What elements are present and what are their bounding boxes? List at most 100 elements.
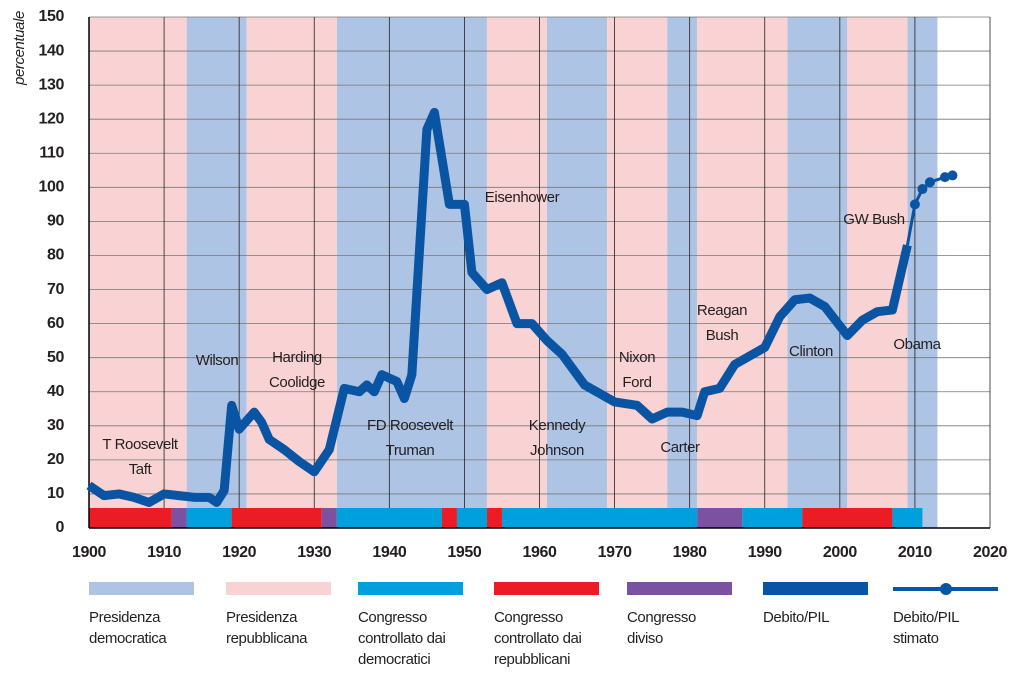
legend-swatch: [226, 582, 331, 595]
presidency-band: [486, 17, 548, 528]
presidency-band: [547, 17, 608, 528]
congress-segment: [321, 508, 337, 528]
legend-label: controllato dai: [494, 630, 581, 647]
president-label: Kennedy: [529, 417, 586, 434]
y-tick-label: 90: [47, 213, 64, 230]
congress-segment: [456, 508, 487, 528]
legend-label: Debito/PIL: [893, 609, 959, 626]
presidency-band: [89, 17, 187, 528]
y-axis-label: percentuale: [11, 11, 28, 86]
x-tick-label: 1970: [598, 544, 632, 561]
x-tick-label: 1940: [372, 544, 406, 561]
y-tick-label: 60: [47, 315, 64, 332]
congress-segment: [231, 508, 322, 528]
congress-segment: [742, 508, 803, 528]
x-tick-label: 1980: [673, 544, 707, 561]
congress-segment: [697, 508, 743, 528]
y-tick-label: 10: [47, 485, 64, 502]
y-tick-label: 40: [47, 383, 64, 400]
x-tick-label: 1990: [748, 544, 782, 561]
presidency-band: [787, 17, 848, 528]
president-label: Nixon: [619, 349, 655, 366]
legend-swatch: [763, 582, 868, 595]
president-label: GW Bush: [843, 211, 904, 228]
legend-swatch: [627, 582, 732, 595]
congress-segment: [171, 508, 187, 528]
x-tick-label: 1950: [447, 544, 481, 561]
president-label: Reagan: [697, 302, 747, 319]
legend-swatch-dot: [940, 583, 952, 595]
president-label: Johnson: [530, 442, 584, 459]
president-label: FD Roosevelt: [367, 417, 454, 434]
congress-segment: [336, 508, 442, 528]
president-label: Carter: [660, 439, 700, 456]
x-tick-label: 2010: [898, 544, 932, 561]
legend-label: democratica: [89, 630, 167, 647]
legend-label: stimato: [893, 630, 939, 647]
president-label: Coolidge: [269, 374, 325, 391]
y-tick-label: 120: [39, 110, 65, 127]
debt-line: [86, 107, 912, 507]
presidency-band: [697, 17, 788, 528]
president-label: Obama: [893, 336, 941, 353]
legend-label: Congresso: [627, 609, 696, 626]
x-tick-label: 1960: [523, 544, 557, 561]
x-tick-label: 2000: [823, 544, 857, 561]
x-tick-label: 1920: [222, 544, 256, 561]
congress-segment: [802, 508, 893, 528]
y-tick-label: 80: [47, 247, 64, 264]
x-tick-label: 1900: [72, 544, 106, 561]
presidency-band: [186, 17, 247, 528]
legend-label: repubblicani: [494, 651, 570, 668]
y-tick-label: 0: [56, 519, 65, 536]
president-label: Truman: [386, 442, 435, 459]
y-tick-label: 20: [47, 451, 64, 468]
legend-label: diviso: [627, 630, 663, 647]
legend-label: Presidenza: [226, 609, 298, 626]
y-tick-label: 70: [47, 281, 64, 298]
presidency-band: [667, 17, 698, 528]
legend-label: Congresso: [494, 609, 563, 626]
legend-label: Debito/PIL: [763, 609, 829, 626]
legend-label: Congresso: [358, 609, 427, 626]
congress-segment: [486, 508, 502, 528]
y-tick-label: 150: [39, 8, 65, 25]
estimate-point: [939, 172, 950, 183]
legend-swatch: [494, 582, 599, 595]
estimate-point: [947, 170, 958, 181]
estimate-point: [924, 177, 935, 188]
legend-swatch: [358, 582, 463, 595]
president-label: Bush: [706, 327, 739, 344]
legend-label: Presidenza: [89, 609, 161, 626]
y-tick-label: 110: [39, 144, 64, 161]
legend-label: repubblicana: [226, 630, 308, 647]
president-label: Ford: [622, 374, 651, 391]
president-label: Eisenhower: [485, 189, 560, 206]
y-tick-label: 130: [39, 76, 65, 93]
president-label: Clinton: [789, 343, 833, 360]
presidency-band: [336, 17, 487, 528]
y-tick-label: 100: [39, 179, 65, 196]
legend-swatch: [89, 582, 194, 595]
legend-label: democratici: [358, 651, 430, 668]
x-tick-label: 1910: [147, 544, 181, 561]
congress-segment: [186, 508, 232, 528]
congress-segment: [441, 508, 457, 528]
president-label: T Roosevelt: [102, 436, 179, 453]
estimate-point: [909, 199, 920, 210]
president-label: Wilson: [196, 352, 239, 369]
congress-segment: [89, 508, 172, 528]
congress-segment: [501, 508, 698, 528]
x-tick-label: 2020: [973, 544, 1007, 561]
congress-segment: [892, 508, 923, 528]
estimate-point: [917, 184, 928, 195]
y-tick-label: 30: [47, 417, 64, 434]
y-tick-label: 50: [47, 349, 64, 366]
president-label: Taft: [129, 461, 153, 478]
presidency-band: [907, 17, 938, 528]
x-tick-label: 1930: [297, 544, 331, 561]
presidency-band: [246, 17, 337, 528]
presidency-band: [607, 17, 668, 528]
legend-label: controllato dai: [358, 630, 445, 647]
